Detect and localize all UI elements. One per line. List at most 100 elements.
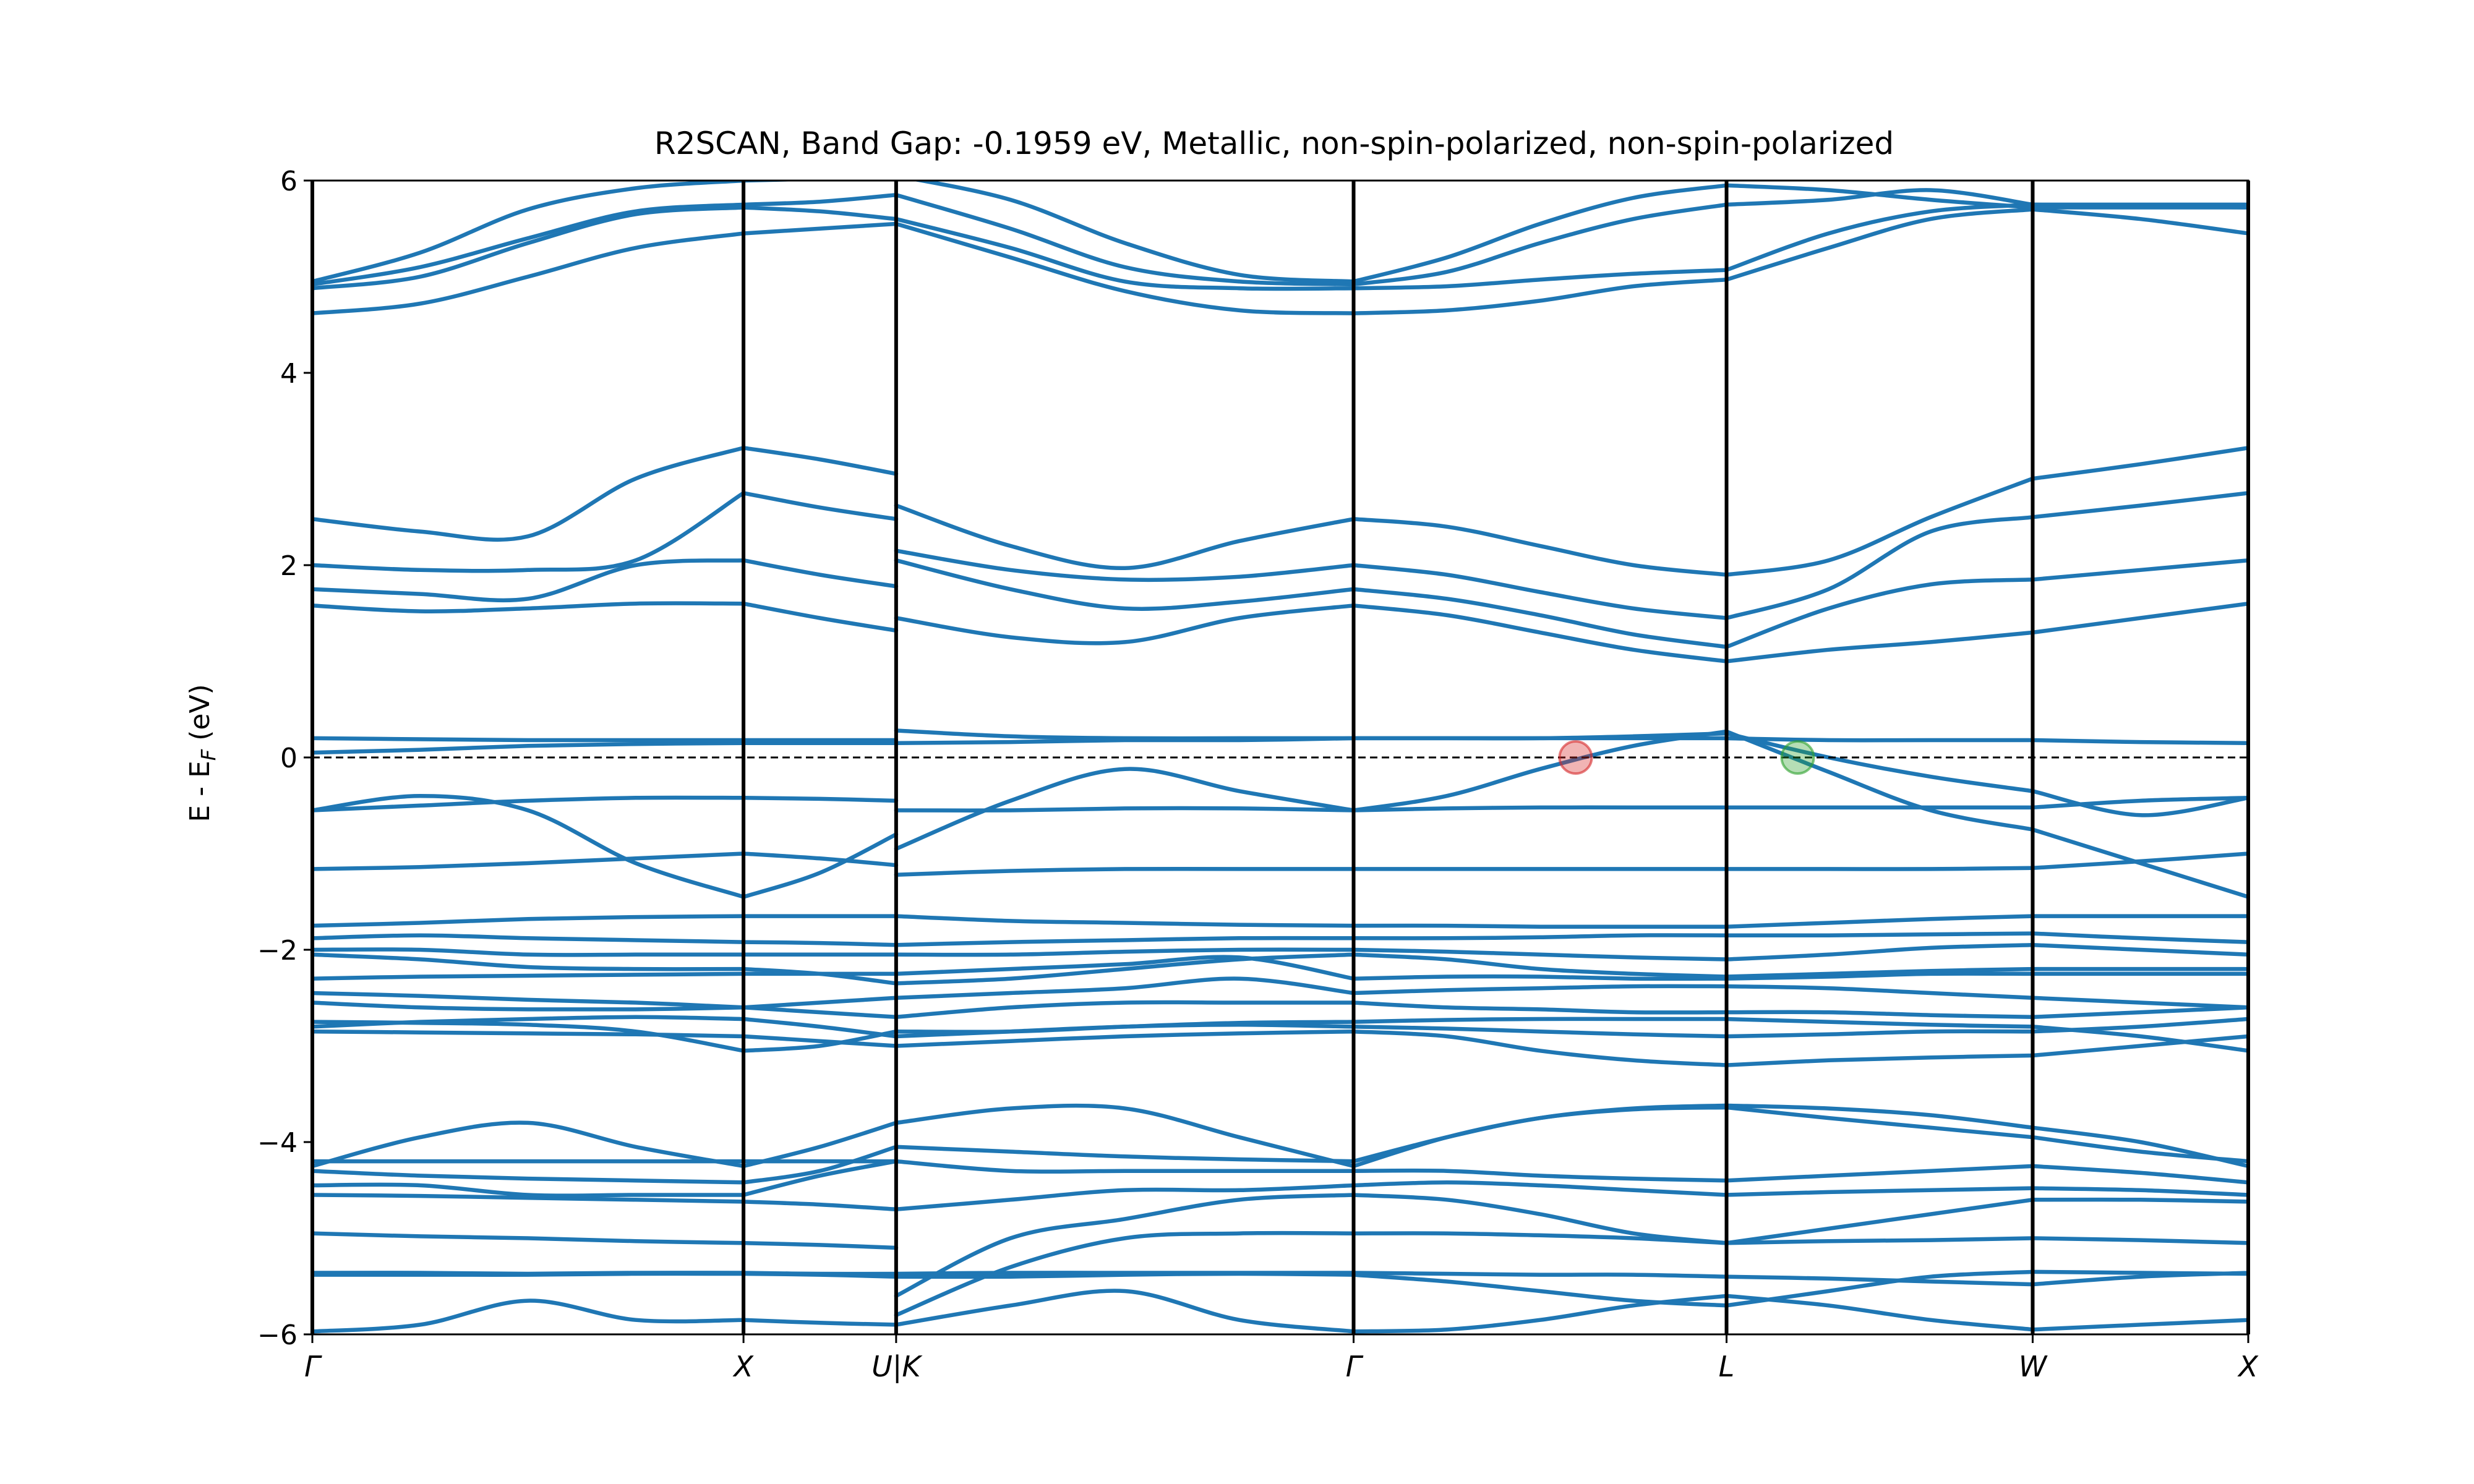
band-line	[312, 1169, 746, 1185]
band-line	[1724, 984, 2035, 1000]
band-line	[1351, 277, 1729, 315]
band-line	[312, 952, 746, 971]
band-line	[312, 601, 746, 613]
y-tick-label: −4	[257, 1127, 297, 1159]
band-line	[741, 1200, 899, 1212]
band-line	[312, 933, 746, 944]
band-edge-marker	[1780, 740, 1815, 775]
x-tick-label: X	[2237, 1350, 2259, 1383]
band-line	[312, 1029, 746, 1039]
band-line	[312, 1231, 746, 1245]
y-tick-label: 2	[280, 550, 297, 582]
x-tick-label: W	[2019, 1350, 2048, 1383]
band-line	[1724, 866, 2035, 871]
band-line	[910, 181, 1356, 284]
band-line	[1724, 1236, 2035, 1245]
band-lines	[312, 181, 2248, 1334]
band-line	[312, 1271, 746, 1276]
band-line	[1724, 476, 2035, 577]
band-line	[1351, 603, 1729, 663]
band-line	[1724, 1010, 2035, 1020]
band-line	[312, 793, 746, 899]
band-line	[312, 947, 746, 957]
band-line	[1724, 1029, 2035, 1039]
band-line	[2031, 827, 2248, 899]
band-line	[312, 914, 746, 928]
band-line	[1724, 1186, 2035, 1197]
band-line	[1351, 805, 1729, 812]
band-line	[2031, 1135, 2248, 1164]
band-line	[741, 996, 899, 1010]
band-line	[741, 1271, 899, 1276]
band-line	[1724, 966, 2035, 979]
band-line	[1724, 736, 2035, 743]
band-line	[1724, 630, 2035, 663]
band-line	[1724, 729, 2035, 832]
band-line	[894, 806, 1356, 812]
band-line	[741, 966, 899, 986]
band-line	[741, 1159, 899, 1197]
band-line	[1351, 1193, 1729, 1245]
band-line	[1724, 183, 2035, 210]
band-line	[2031, 789, 2248, 817]
x-axis-ticks: Γ X U|K Γ L W X	[304, 1334, 2259, 1384]
band-line	[1724, 971, 2035, 981]
band-line	[741, 940, 899, 947]
band-line	[894, 976, 1356, 1000]
band-line	[1351, 1273, 1729, 1308]
band-line	[2031, 738, 2248, 745]
band-line	[312, 1020, 746, 1053]
band-line	[2031, 1005, 2248, 1020]
band-line	[2031, 1164, 2248, 1185]
band-line	[1351, 587, 1729, 649]
band-line	[1724, 202, 2035, 272]
band-line	[894, 1103, 1356, 1169]
band-line	[741, 796, 899, 803]
band-line	[894, 1289, 1356, 1334]
band-line	[312, 1298, 746, 1334]
band-line	[312, 205, 746, 291]
band-line	[1724, 942, 2035, 962]
band-line	[894, 914, 1356, 928]
band-line	[894, 1183, 1356, 1212]
band-line	[741, 1005, 899, 1020]
band-line	[1724, 731, 2035, 793]
band-line	[1724, 931, 2035, 938]
band-line	[1724, 1274, 2035, 1287]
band-line	[894, 936, 1356, 947]
band-line	[741, 1029, 899, 1053]
band-line	[894, 1145, 1356, 1164]
band-line	[2031, 851, 2248, 871]
band-line	[894, 866, 1356, 877]
band-line	[1351, 933, 1729, 940]
chart-title: R2SCAN, Band Gap: -0.1959 eV, Metallic, …	[654, 126, 1894, 161]
band-line	[2031, 942, 2248, 957]
band-line	[1351, 517, 1729, 577]
band-line	[1351, 1025, 1729, 1039]
band-line	[1351, 923, 1729, 929]
band-line	[1724, 1105, 2035, 1140]
y-tick-label: −2	[257, 935, 297, 966]
band-line	[312, 1000, 746, 1012]
band-line	[2031, 1025, 2248, 1053]
x-tick-label: U|K	[871, 1350, 923, 1384]
band-line	[1724, 207, 2035, 282]
band-line	[312, 991, 746, 1010]
band-line	[312, 446, 746, 542]
band-line	[741, 601, 899, 633]
band-line	[741, 491, 899, 521]
band-line	[2031, 491, 2248, 519]
band-line	[1351, 1271, 1729, 1279]
band-line	[312, 1182, 746, 1198]
band-line	[1351, 947, 1729, 962]
band-line	[741, 193, 899, 207]
band-line	[2031, 931, 2248, 944]
band-line	[1351, 974, 1729, 981]
band-line	[741, 851, 899, 868]
band-line	[1724, 1017, 2035, 1029]
band-line	[1351, 563, 1729, 620]
band-line	[2031, 1197, 2248, 1204]
band-line	[1351, 952, 1729, 979]
band-line	[1724, 515, 2035, 620]
band-line	[741, 832, 899, 899]
